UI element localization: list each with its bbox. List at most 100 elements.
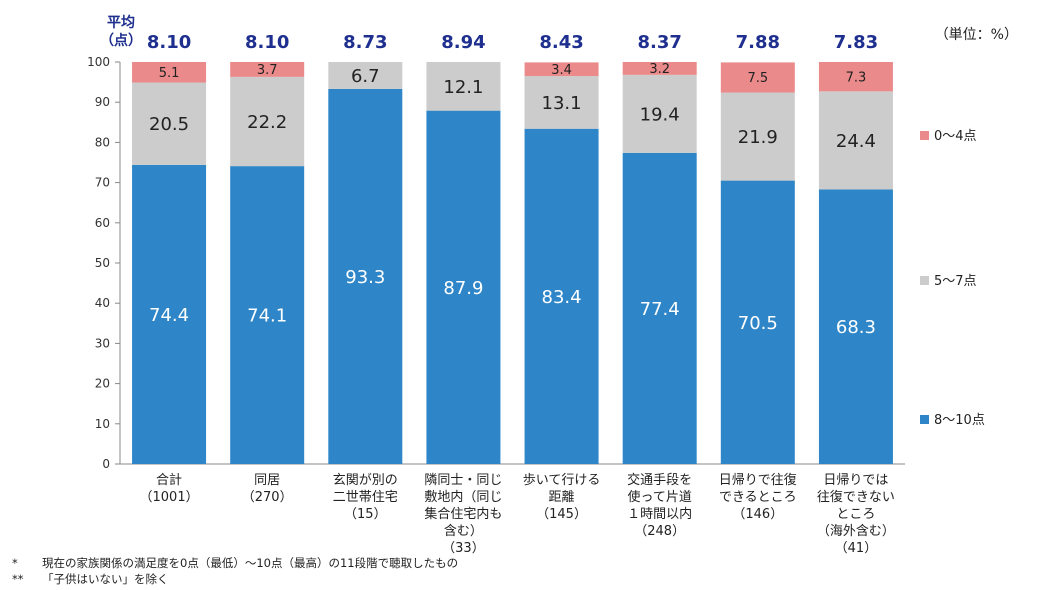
bar-segment: [818, 189, 893, 464]
category-label: （41）: [835, 541, 878, 556]
data-label: 68.3: [836, 317, 876, 338]
category-label: （1001）: [140, 490, 199, 505]
data-label: 20.5: [149, 114, 189, 135]
average-caption-line2: （点）: [100, 33, 142, 49]
y-tick-label: 60: [95, 216, 110, 230]
data-label: 5.1: [159, 66, 180, 81]
data-label: 74.4: [149, 305, 189, 326]
bar-segment: [132, 82, 207, 165]
bar-segment: [132, 164, 207, 465]
data-label: 74.1: [247, 306, 287, 327]
category-label: 集合住宅内も: [424, 506, 502, 522]
bar-segment: [622, 152, 697, 465]
footnote-2-mark: **: [12, 572, 24, 586]
bar-segment: [230, 76, 305, 167]
stacked-bar-chart: 0 10 20 30 40 50 60 70 80 90 100 74.4 20.5 5.1 8.10 合計 （…: [87, 32, 985, 556]
data-label: 3.7: [257, 63, 278, 78]
data-label: 83.4: [542, 287, 582, 308]
category-label: （145）: [536, 507, 587, 522]
footnote-2-text: 「子供はいない」を除く: [42, 572, 169, 586]
footnote-1-text: 現在の家族関係の満足度を0点（最低）〜10点（最高）の11段階で聴取したもの: [42, 556, 459, 570]
bar-segment: [426, 110, 501, 464]
category-label: （248）: [634, 524, 685, 539]
average-value: 8.73: [343, 32, 387, 53]
bar-segment: [230, 62, 305, 77]
category-label: 同居: [254, 473, 280, 488]
footnote-1: * 現在の家族関係の満足度を0点（最低）〜10点（最高）の11段階で聴取したもの: [12, 555, 458, 571]
category-label: 交通手段を: [627, 472, 692, 488]
y-tick-label: 20: [95, 377, 110, 391]
category-label: 二世帯住宅: [333, 490, 398, 505]
y-tick-label: 10: [95, 417, 110, 431]
data-label: 70.5: [738, 313, 778, 334]
footnotes: * 現在の家族関係の満足度を0点（最低）〜10点（最高）の11段階で聴取したもの…: [12, 555, 458, 587]
data-label: 19.4: [640, 104, 680, 125]
category-label: 玄関が別の: [333, 473, 398, 488]
average-value: 8.37: [637, 32, 681, 53]
bar-segment: [720, 180, 795, 464]
category-label: １時間以内: [627, 506, 692, 522]
data-label: 7.3: [846, 70, 867, 85]
data-label: 7.5: [747, 71, 768, 86]
bar-segment: [818, 62, 893, 92]
average-caption: 平均 （点）: [100, 14, 142, 50]
bar-segment: [132, 62, 207, 83]
average-value: 7.88: [736, 32, 780, 53]
category-label: （270）: [242, 490, 293, 505]
category-label: 距離: [549, 490, 575, 505]
bar-segment: [622, 62, 697, 75]
data-label: 6.7: [351, 66, 380, 87]
data-label: 77.4: [640, 299, 680, 320]
y-tick-label: 90: [95, 95, 110, 109]
data-label: 12.1: [443, 77, 483, 98]
average-value: 8.10: [147, 32, 191, 53]
category-label: （33）: [442, 541, 485, 556]
bar-segment: [524, 76, 599, 129]
category-label: 隣同士・同じ: [424, 472, 502, 488]
data-label: 87.9: [443, 278, 483, 299]
y-tick-label: 70: [95, 176, 110, 190]
y-tick-label: 50: [95, 256, 110, 270]
bar-segment: [524, 62, 599, 77]
category-label: （146）: [732, 507, 783, 522]
category-label: 日帰りでは: [823, 472, 888, 488]
average-value: 8.43: [539, 32, 583, 53]
average-value: 7.83: [834, 32, 878, 53]
bar-segment: [720, 92, 795, 181]
legend-label: 5〜7点: [934, 274, 977, 289]
average-caption-line1: 平均: [107, 15, 135, 31]
legend-swatch: [920, 415, 929, 424]
bar-segment: [328, 62, 403, 89]
bar-segment: [328, 88, 403, 465]
data-label: 3.4: [551, 63, 572, 78]
bar-segment: [622, 74, 697, 153]
y-tick-label: 0: [102, 457, 110, 471]
legend-label: 8〜10点: [934, 413, 985, 428]
y-tick-label: 40: [95, 296, 110, 310]
average-value: 8.94: [441, 32, 485, 53]
y-tick-label: 80: [95, 135, 110, 149]
legend-label: 0〜4点: [934, 129, 977, 144]
category-label: 含む）: [444, 523, 483, 539]
category-label: 使って片道: [628, 489, 692, 505]
data-label: 21.9: [738, 127, 778, 148]
average-value: 8.10: [245, 32, 289, 53]
category-label: ところ: [836, 507, 875, 522]
data-label: 93.3: [345, 267, 385, 288]
category-label: 日帰りで往復: [719, 472, 797, 488]
category-label: 敷地内（同じ: [424, 489, 502, 505]
footnote-2: ** 「子供はいない」を除く: [12, 571, 458, 587]
bar-segment: [230, 166, 305, 465]
category-label: （15）: [344, 507, 387, 522]
legend-swatch: [920, 276, 929, 285]
data-label: 22.2: [247, 112, 287, 133]
bar-segment: [720, 62, 795, 93]
category-label: （海外含む）: [817, 523, 895, 539]
bar-segment: [426, 62, 501, 111]
bar-segment: [818, 91, 893, 190]
category-label: 歩いて行ける: [523, 473, 601, 488]
bar-segment: [524, 128, 599, 464]
category-label: できるところ: [719, 490, 797, 505]
data-label: 24.4: [836, 131, 876, 152]
y-tick-label: 100: [87, 55, 110, 69]
